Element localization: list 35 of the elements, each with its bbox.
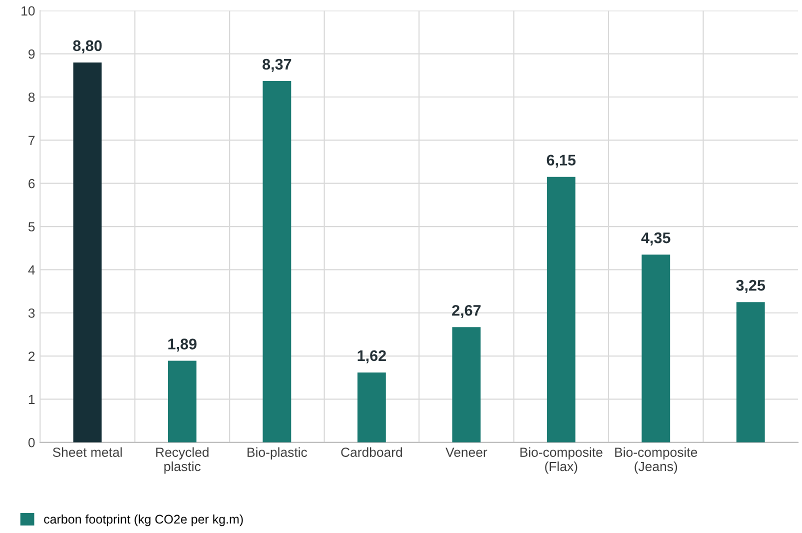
legend-label: carbon footprint (kg CO2e per kg.m)	[44, 514, 243, 526]
bar	[73, 62, 102, 442]
data-label: 8,80	[73, 40, 102, 54]
x-tick-label: Bio-composite (Flax)	[520, 447, 602, 474]
y-tick-label: 3	[28, 308, 35, 318]
y-tick-label: 6	[28, 178, 35, 188]
bar	[546, 176, 576, 442]
data-label: 1,89	[168, 338, 197, 352]
data-label: 6,15	[546, 154, 576, 168]
bar	[262, 81, 292, 442]
y-tick-label: 8	[28, 92, 35, 102]
x-tick-label: Sheet metal	[52, 447, 122, 457]
y-tick-label: 0	[28, 438, 35, 448]
x-tick-label: Bio-composite (Jeans)	[615, 447, 698, 474]
data-label: 1,62	[358, 350, 386, 364]
y-tick-label: 2	[28, 352, 35, 361]
bar	[357, 372, 386, 442]
bar	[642, 254, 670, 442]
x-tick-label: Cardboard	[341, 447, 402, 457]
y-tick-label: 9	[28, 49, 35, 59]
bar	[736, 302, 765, 442]
data-label: 4,35	[641, 232, 670, 246]
data-label: 2,67	[452, 304, 481, 318]
data-label: 8,37	[262, 58, 292, 72]
x-tick-label: Bio-plastic	[248, 447, 308, 460]
x-tick-label: Recycled plastic	[156, 447, 208, 474]
y-tick-label: 7	[28, 136, 35, 145]
bar	[452, 327, 481, 442]
y-tick-label: 4	[28, 265, 35, 274]
data-label: 3,25	[736, 280, 766, 293]
y-tick-label: 5	[28, 222, 35, 232]
y-tick-label: 1	[28, 394, 35, 404]
x-tick-label: Veneer	[446, 448, 488, 457]
bar	[168, 360, 196, 442]
y-tick-label: 10	[22, 6, 35, 16]
